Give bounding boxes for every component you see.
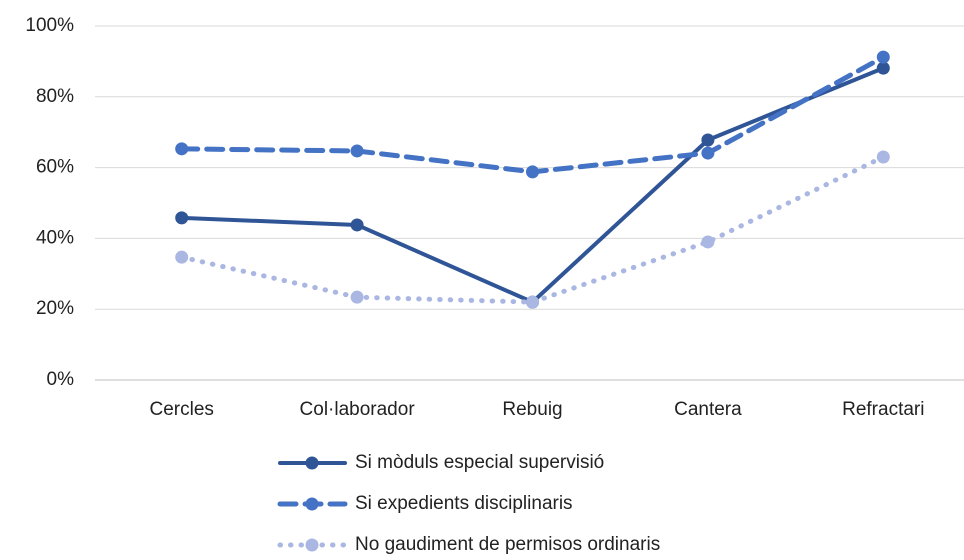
point-marker	[876, 61, 890, 75]
point-marker	[350, 290, 364, 304]
point-marker	[175, 250, 189, 264]
point-marker	[701, 235, 715, 249]
legend-marker	[305, 497, 319, 511]
point-marker	[526, 295, 539, 309]
legend-marker	[305, 456, 319, 470]
point-marker	[350, 218, 364, 232]
legend-label: Si expedients disciplinaris	[355, 493, 573, 514]
y-tick-label: 40%	[36, 227, 74, 248]
x-tick-label: Col·laborador	[300, 399, 416, 420]
point-marker	[175, 142, 189, 156]
point-marker	[526, 165, 539, 179]
point-marker	[876, 150, 890, 164]
y-tick-label: 80%	[36, 86, 74, 107]
x-tick-label: Cercles	[149, 399, 213, 420]
point-marker	[701, 146, 715, 160]
y-tick-label: 60%	[36, 157, 74, 178]
series-line	[179, 154, 886, 305]
y-tick-label: 100%	[25, 15, 74, 36]
legend-label: No gaudiment de permisos ordinaris	[355, 534, 660, 555]
point-marker	[175, 211, 189, 225]
point-marker	[350, 144, 364, 158]
series-line	[179, 66, 886, 305]
x-tick-label: Refractari	[842, 399, 924, 420]
legend-marker	[305, 538, 319, 552]
x-tick-label: Rebuig	[502, 399, 562, 420]
legend-label: Si mòduls especial supervisió	[355, 452, 604, 473]
point-marker	[701, 133, 715, 147]
y-tick-label: 0%	[47, 369, 75, 390]
x-tick-label: Cantera	[674, 399, 742, 420]
series-line	[179, 54, 886, 175]
y-tick-label: 20%	[36, 298, 74, 319]
point-marker	[876, 50, 890, 64]
